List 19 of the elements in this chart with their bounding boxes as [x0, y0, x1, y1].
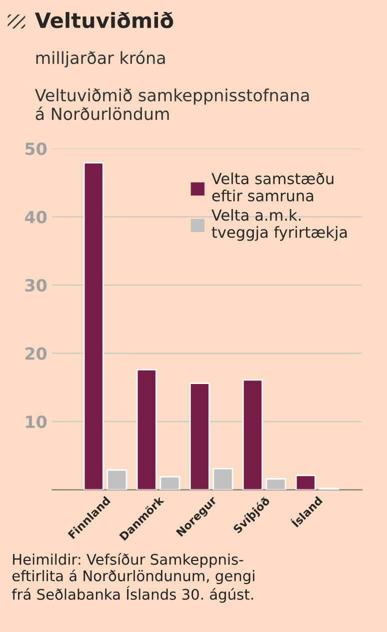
text: milljarðar króna Veltuviðmið samkeppnisstofnana á Norðurlöndum: [34, 50, 309, 120]
bar: [106, 469, 128, 490]
bar: [83, 162, 104, 490]
legend-label: Velta samstæðu eftir samruna: [212, 172, 334, 202]
bar: [136, 368, 157, 490]
bar: [212, 468, 234, 490]
bar: [160, 476, 180, 490]
text: Heimildir: Vefsíður Samkeppnis- eftirlita á Norðurlöndunum, gengi frá Seðlabanka Íslands 30. ágúst.: [12, 553, 254, 603]
y-tick-label: 20: [26, 347, 47, 360]
y-tick-label: 10: [26, 416, 47, 428]
bar: [266, 478, 286, 490]
bar: [242, 379, 263, 490]
bar: [189, 382, 210, 490]
bar: [295, 474, 316, 490]
y-tick-label: 40: [24, 210, 47, 224]
chart-title: Veltuviðmið: [34, 12, 174, 28]
legend-label: Velta a.m.k. tveggja fyrirtækja: [212, 208, 347, 241]
y-tick-label: 50: [25, 142, 47, 156]
y-tick-label: 30: [25, 278, 47, 292]
